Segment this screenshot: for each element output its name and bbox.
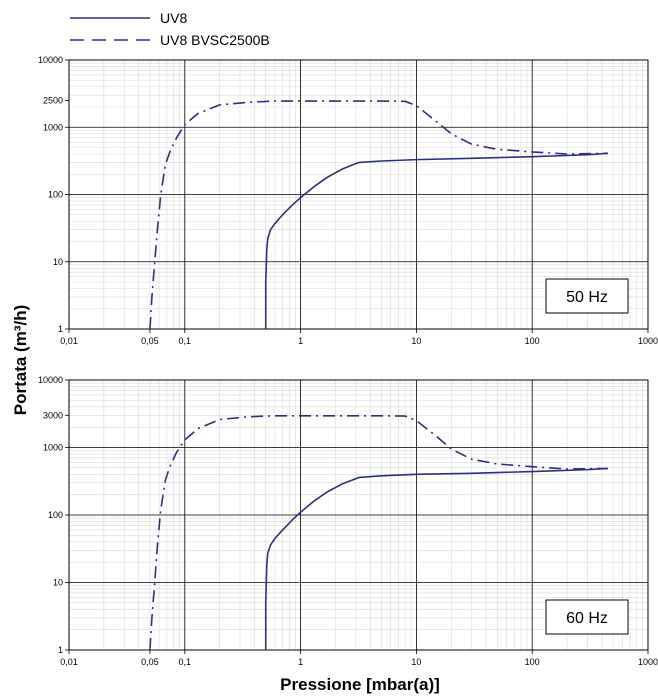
x-tick-label-60hz: 10 xyxy=(411,657,421,667)
x-tick-label-60hz: 100 xyxy=(525,657,540,667)
y-tick-label-50hz: 1000 xyxy=(43,122,63,132)
frequency-label-60hz: 60 Hz xyxy=(566,610,608,627)
x-tick-label-50hz: 0,1 xyxy=(179,336,192,346)
legend-label-uv8: UV8 xyxy=(160,10,187,26)
y-tick-label-60hz: 100 xyxy=(48,510,63,520)
panel-50hz: 0,01 0,05 0,1 1 10 100 1000 1 10 100 1000 2500 10000… xyxy=(38,55,658,346)
y-tick-label-60hz: 10 xyxy=(53,578,63,588)
x-tick-label-60hz: 0,01 xyxy=(60,657,78,667)
x-tick-label-50hz: 100 xyxy=(525,336,540,346)
x-tick-label-50hz: 1 xyxy=(298,336,303,346)
y-tick-label-50hz: 100 xyxy=(48,190,63,200)
series-line-uv8-bvsc2500b-50hz xyxy=(149,100,608,330)
y-tick-label-60hz: 10000 xyxy=(38,375,63,385)
y-tick-label-50hz: 2500 xyxy=(43,95,63,105)
y-axis-title: Portata (m³/h) xyxy=(11,305,30,416)
x-tick-label-60hz: 0,05 xyxy=(141,657,159,667)
x-tick-label-50hz: 10 xyxy=(411,336,421,346)
x-tick-label-50hz: 1000 xyxy=(638,336,658,346)
panel-60hz: 0,01 0,05 0,1 1 10 100 1000 1 10 100 1000 3000 10000… xyxy=(38,375,658,667)
legend-label-uv8-bvsc2500b: UV8 BVSC2500B xyxy=(160,32,270,48)
x-tick-label-60hz: 0,1 xyxy=(179,657,192,667)
y-tick-label-60hz: 1000 xyxy=(43,443,63,453)
x-tick-label-60hz: 1 xyxy=(298,657,303,667)
x-tick-label-50hz: 0,05 xyxy=(141,336,159,346)
series-line-uv8-50hz xyxy=(264,152,608,329)
series-line-uv8-bvsc2500b-60hz xyxy=(149,414,608,651)
y-tick-label-60hz: 1 xyxy=(58,645,63,655)
series-line-uv8-60hz xyxy=(264,467,608,650)
x-axis-title: Pressione [mbar(a)] xyxy=(280,675,440,694)
frequency-label-50hz: 50 Hz xyxy=(566,289,608,306)
x-tick-label-60hz: 1000 xyxy=(638,657,658,667)
y-tick-label-50hz: 10000 xyxy=(38,55,63,65)
y-tick-label-50hz: 10 xyxy=(53,257,63,267)
y-tick-label-60hz: 3000 xyxy=(43,410,63,420)
frequency-box-60hz xyxy=(545,599,629,635)
legend: UV8 UV8 BVSC2500B xyxy=(70,10,270,48)
y-tick-label-50hz: 1 xyxy=(58,324,63,334)
x-tick-label-50hz: 0,01 xyxy=(60,336,78,346)
frequency-box-50hz xyxy=(545,278,629,314)
